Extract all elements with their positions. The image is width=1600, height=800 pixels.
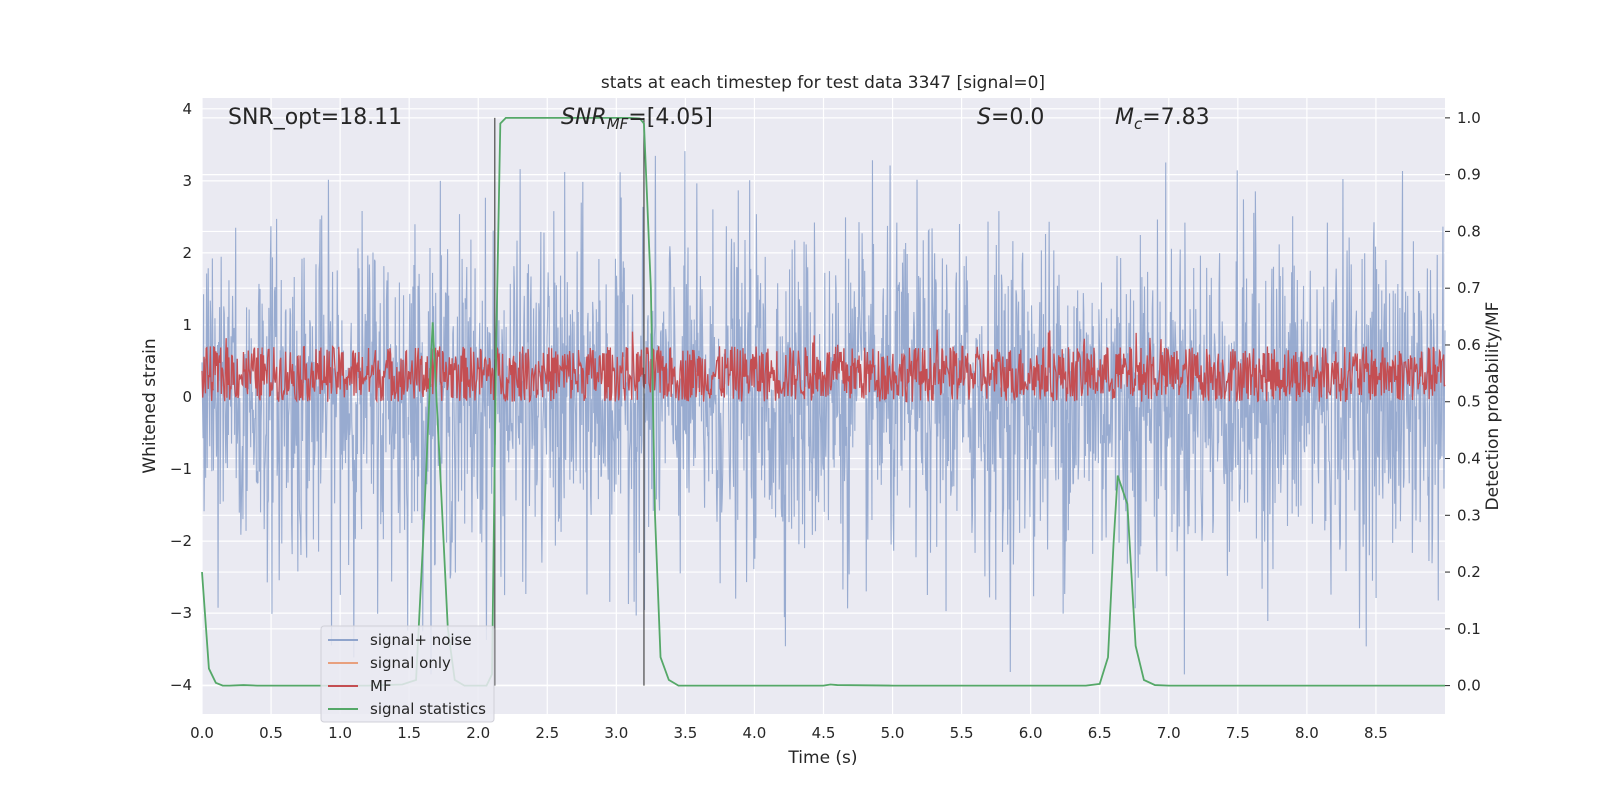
mc-sub: c [1134, 115, 1143, 133]
y2-tick-label-6: 0.6 [1457, 336, 1481, 354]
y-tick-label-0: −4 [170, 676, 192, 694]
x-tick-label-10: 5.0 [881, 724, 905, 742]
y-tick-label-2: −2 [170, 532, 192, 550]
x-tick-label-8: 4.0 [743, 724, 767, 742]
snr-mf-annotation: SNRMF=[4.05] [561, 105, 713, 133]
s-label: S [977, 105, 991, 130]
y2-tick-label-1: 0.1 [1457, 620, 1481, 638]
x-tick-label-3: 1.5 [397, 724, 421, 742]
legend-label-noise: signal+ noise [370, 631, 472, 649]
noise-line [201, 151, 1446, 675]
x-tick-label-17: 8.5 [1364, 724, 1388, 742]
y2-tick-label-2: 0.2 [1457, 563, 1481, 581]
legend-box [320, 625, 495, 723]
y2-tick-label-9: 0.9 [1457, 166, 1481, 184]
signal-noise-series [201, 151, 1446, 675]
x-tick-label-0: 0.0 [190, 724, 214, 742]
chart-title: stats at each timestep for test data 334… [601, 73, 1045, 93]
y-tick-label-3: −1 [170, 460, 192, 478]
y2-tick-label-8: 0.8 [1457, 222, 1481, 240]
mf-line [201, 329, 1446, 404]
y2-tick-label-7: 0.7 [1457, 279, 1481, 297]
y2-tick-label-4: 0.4 [1457, 450, 1481, 468]
y-tick-label-1: −3 [170, 604, 192, 622]
mf-series [201, 329, 1446, 404]
x-tick-label-6: 3.0 [604, 724, 628, 742]
y2-tick-label-3: 0.3 [1457, 506, 1481, 524]
snr-mf-value: =[4.05] [628, 105, 713, 130]
y-axis-ticks: −4 −3 −2 −1 0 1 2 3 4 [170, 100, 192, 694]
y-tick-label-5: 1 [182, 316, 192, 334]
y2-axis-ticks: 0.0 0.1 0.2 0.3 0.4 0.5 0.6 0.7 0.8 0.9 1.0 [1445, 109, 1481, 695]
x-tick-label-16: 8.0 [1295, 724, 1319, 742]
x-tick-label-11: 5.5 [950, 724, 974, 742]
x-tick-label-9: 4.5 [812, 724, 836, 742]
legend-label-signal: signal only [370, 654, 451, 672]
y2-tick-label-10: 1.0 [1457, 109, 1481, 127]
y-tick-label-6: 2 [182, 244, 192, 262]
legend-label-stats: signal statistics [370, 700, 486, 718]
y-tick-label-8: 4 [182, 100, 192, 118]
y-tick-label-4: 0 [182, 388, 192, 406]
s-value: =0.0 [991, 105, 1044, 130]
x-tick-label-1: 0.5 [259, 724, 283, 742]
x-tick-label-12: 6.0 [1019, 724, 1043, 742]
x-axis-label: Time (s) [787, 748, 857, 768]
y2-tick-label-5: 0.5 [1457, 393, 1481, 411]
x-tick-label-4: 2.0 [466, 724, 490, 742]
x-tick-label-5: 2.5 [535, 724, 559, 742]
snr-mf-sub: MF [607, 115, 629, 133]
x-tick-label-15: 7.5 [1226, 724, 1250, 742]
x-tick-label-2: 1.0 [328, 724, 352, 742]
legend: signal+ noise signal only MF signal stat… [320, 625, 495, 723]
y2-tick-label-0: 0.0 [1457, 677, 1481, 695]
mc-value: =7.83 [1142, 105, 1209, 130]
y2-axis-label: Detection probability/MF [1483, 302, 1503, 511]
snr-mf-label: SNR [561, 105, 607, 130]
y-tick-label-7: 3 [182, 172, 192, 190]
snr-opt-annotation: SNR_opt=18.11 [228, 105, 402, 130]
x-tick-label-14: 7.0 [1157, 724, 1181, 742]
mc-annotation: Mc=7.83 [1115, 105, 1210, 133]
s-annotation: S=0.0 [977, 105, 1044, 130]
x-tick-label-7: 3.5 [673, 724, 697, 742]
x-tick-label-13: 6.5 [1088, 724, 1112, 742]
legend-label-mf: MF [370, 677, 392, 695]
y-axis-label: Whitened strain [140, 338, 160, 473]
mc-label: M [1115, 105, 1134, 130]
x-axis-ticks: 0.0 0.5 1.0 1.5 2.0 2.5 3.0 3.5 4.0 4.5 5.0 5.5 6.0 6… [190, 724, 1388, 742]
